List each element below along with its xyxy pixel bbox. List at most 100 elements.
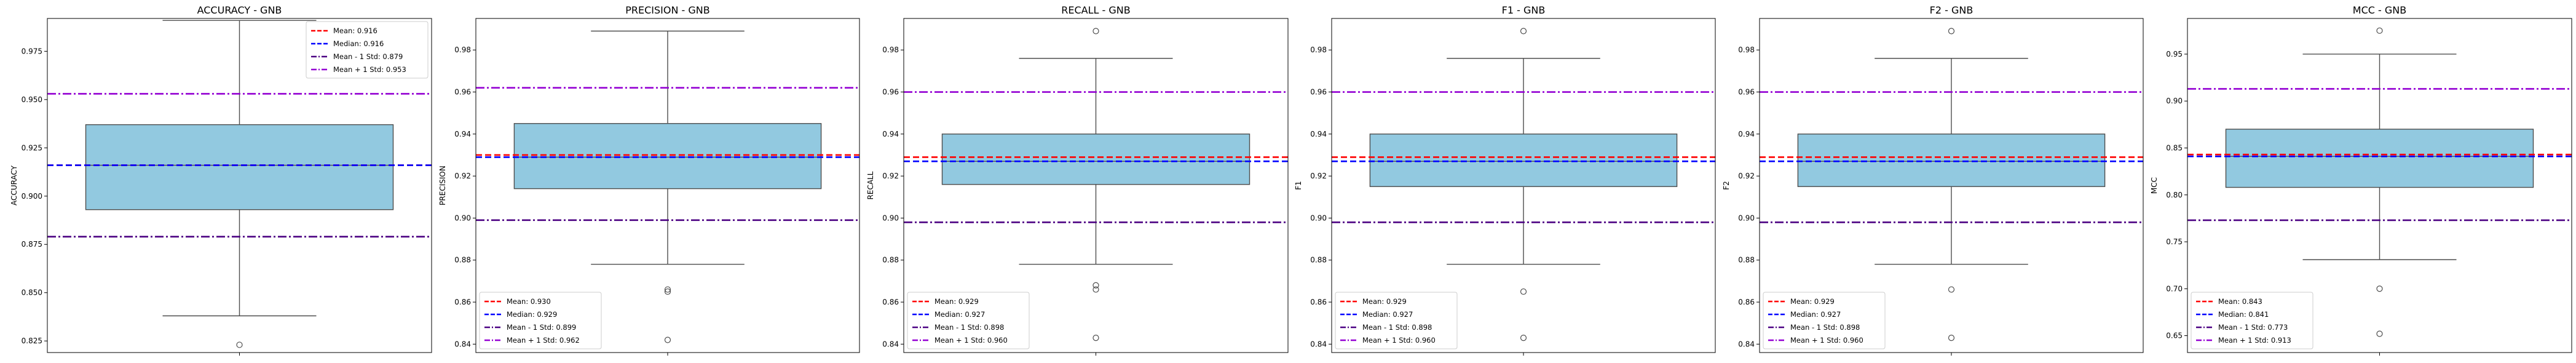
iqr-box (513, 123, 822, 189)
y-tick-label: 0.80 (2166, 191, 2183, 199)
iqr-box (1797, 134, 2106, 187)
y-axis-label: F1 (1294, 181, 1303, 190)
y-tick-label: 0.88 (1310, 256, 1327, 265)
legend-label: Mean: 0.843 (2218, 297, 2262, 306)
y-tick-label: 0.875 (22, 240, 42, 249)
legend-box (2191, 292, 2313, 349)
y-tick-label: 0.96 (1310, 88, 1327, 97)
legend-label: Mean: 0.929 (1790, 297, 1835, 306)
legend-label: Mean: 0.929 (934, 297, 979, 306)
outlier-point (1092, 286, 1099, 293)
y-tick-label: 0.96 (1738, 88, 1755, 97)
y-tick-label: 0.90 (882, 213, 899, 222)
y-tick-label: 0.90 (1310, 213, 1327, 222)
outlier-point (1092, 282, 1099, 289)
y-tick-label: 0.65 (2166, 332, 2183, 340)
chart-panel-2: 0.84 0.86 0.88 0.90 0.92 0.94 0.96 0.98 PRECISIO… (438, 4, 860, 356)
y-tick-label: 0.88 (1738, 256, 1755, 265)
y-tick-label: 0.92 (1310, 172, 1327, 180)
outlier-point (664, 286, 671, 293)
iqr-box (85, 124, 394, 210)
y-tick-label: 0.94 (882, 130, 899, 138)
legend-label: Mean - 1 Std: 0.898 (1362, 323, 1432, 332)
iqr-box (2225, 129, 2534, 188)
outlier-point (236, 341, 243, 348)
y-tick-label: 0.86 (1310, 298, 1327, 306)
y-tick-label: 0.75 (2166, 237, 2183, 246)
legend-label: Mean + 1 Std: 0.960 (1362, 336, 1436, 345)
legend-box (1335, 292, 1458, 349)
y-tick-label: 0.86 (882, 298, 899, 306)
outlier-point (664, 337, 671, 343)
legend-label: Mean - 1 Std: 0.773 (2218, 323, 2288, 332)
outlier-point (2376, 27, 2383, 34)
legend-box (907, 292, 1030, 349)
y-tick-label: 0.95 (2166, 50, 2183, 58)
legend-box (479, 292, 602, 349)
y-tick-label: 0.94 (1310, 130, 1327, 138)
y-tick-label: 0.84 (882, 340, 899, 348)
y-tick-label: 0.98 (1738, 46, 1755, 54)
chart-title: F2 - GNB (1930, 4, 1973, 16)
y-tick-label: 0.96 (454, 88, 471, 97)
legend-label: Median: 0.841 (2218, 310, 2269, 319)
y-axis-label: PRECISION (438, 166, 447, 205)
y-tick-label: 0.96 (882, 88, 899, 97)
y-tick-label: 0.85 (2166, 143, 2183, 152)
outlier-point (1520, 334, 1527, 341)
y-tick-label: 0.98 (454, 46, 471, 54)
chart-title: MCC - GNB (2353, 4, 2406, 16)
y-axis-label: ACCURACY (10, 165, 18, 205)
outlier-point (1948, 334, 1955, 341)
y-tick-label: 0.92 (1738, 172, 1755, 180)
iqr-box (941, 134, 1250, 185)
outlier-point (1520, 288, 1527, 295)
chart-panel-6: 0.65 0.70 0.75 0.80 0.85 0.90 0.95 MCC - GNB MCC… (2150, 4, 2572, 356)
y-axis-label: RECALL (866, 171, 875, 199)
y-tick-label: 0.92 (882, 172, 899, 180)
y-tick-label: 0.70 (2166, 284, 2183, 293)
outlier-point (1092, 28, 1099, 34)
legend-label: Mean - 1 Std: 0.898 (934, 323, 1004, 332)
y-tick-label: 0.86 (1738, 298, 1755, 306)
outlier-point (1948, 28, 1955, 34)
chart-title: F1 - GNB (1502, 4, 1546, 16)
outlier-point (2376, 285, 2383, 292)
outlier-point (1092, 334, 1099, 341)
legend-label: Median: 0.927 (1362, 310, 1413, 319)
chart-title: PRECISION - GNB (625, 4, 710, 16)
legend-label: Mean - 1 Std: 0.898 (1790, 323, 1860, 332)
y-tick-label: 0.975 (22, 47, 42, 55)
legend-box (306, 21, 429, 79)
legend-label: Mean: 0.929 (1362, 297, 1407, 306)
legend-label: Mean + 1 Std: 0.962 (507, 336, 580, 345)
legend-label: Mean + 1 Std: 0.960 (1790, 336, 1863, 345)
outlier-point (1948, 286, 1955, 293)
y-tick-label: 0.90 (454, 213, 471, 222)
y-tick-label: 0.86 (454, 298, 471, 306)
outlier-point (2376, 330, 2383, 337)
chart-panel-5: 0.84 0.86 0.88 0.90 0.92 0.94 0.96 0.98 F2 - GNB… (1722, 4, 2144, 356)
y-tick-label: 0.900 (22, 192, 42, 201)
legend-label: Mean + 1 Std: 0.953 (333, 65, 406, 74)
legend-label: Median: 0.929 (507, 310, 557, 319)
y-tick-label: 0.98 (882, 46, 899, 54)
legend: Mean: 0.930 Median: 0.929 Mean - 1 Std: 0.… (479, 292, 602, 349)
y-axis-label: F2 (1722, 181, 1731, 190)
y-tick-label: 0.925 (22, 143, 42, 152)
legend-label: Median: 0.927 (934, 310, 985, 319)
iqr-box (1369, 134, 1678, 187)
legend: Mean: 0.929 Median: 0.927 Mean - 1 Std: 0.… (907, 292, 1030, 349)
chart-panel-1: 0.825 0.850 0.875 0.900 0.925 0.950 0.975 ACCUR… (10, 4, 432, 356)
chart-title: ACCURACY - GNB (197, 4, 282, 16)
legend-label: Mean: 0.916 (333, 26, 377, 35)
chart-panel-4: 0.84 0.86 0.88 0.90 0.92 0.94 0.96 0.98 F1 - GNB… (1294, 4, 1716, 356)
legend: Mean: 0.929 Median: 0.927 Mean - 1 Std: 0.… (1335, 292, 1458, 349)
y-tick-label: 0.850 (22, 289, 42, 297)
y-tick-label: 0.950 (22, 95, 42, 104)
y-tick-label: 0.92 (454, 172, 471, 180)
y-tick-label: 0.825 (22, 337, 42, 345)
legend-label: Median: 0.916 (333, 39, 384, 48)
legend-label: Mean - 1 Std: 0.899 (507, 323, 576, 332)
